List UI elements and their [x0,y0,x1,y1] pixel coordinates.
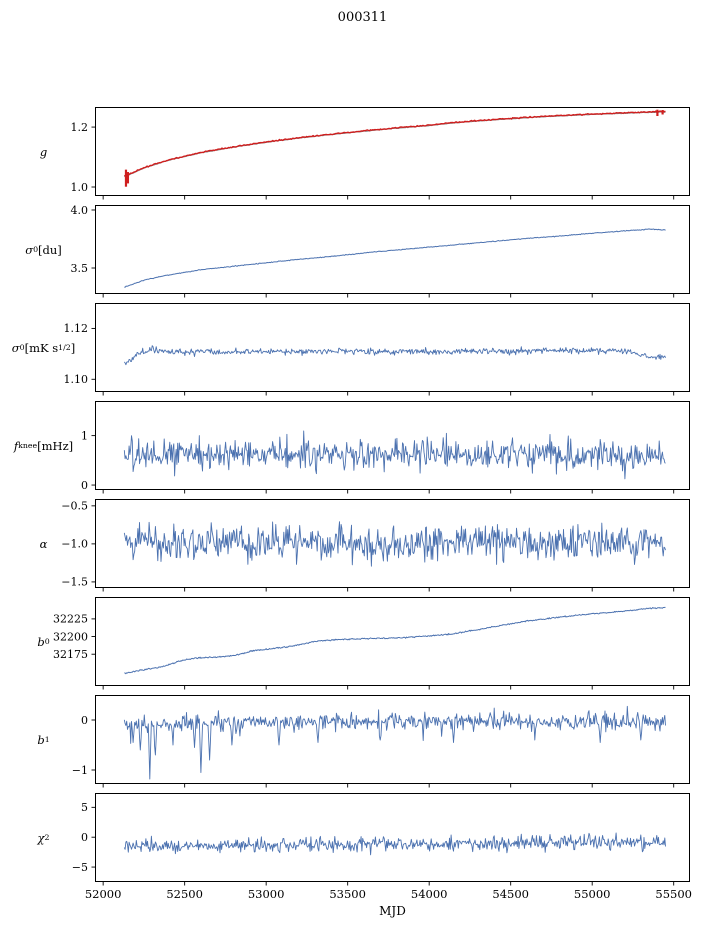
series-group [123,521,666,567]
series-line-fit [124,111,666,178]
series-line-alpha [123,521,666,567]
x-tick-label: 52000 [85,887,122,901]
series-group [124,109,666,187]
x-tick-label: 55000 [574,887,611,901]
panels-container: g 1.0 1.2 σ 0 [du] 3.5 4.0 σ 0 [mK s 1/2] 1.10 1.12… [12,107,692,901]
panel-g: g 1.0 1.2 [40,107,690,200]
plot-sigma0-du: 3.5 4.0 [71,204,690,298]
y-tick-label: 32225 [53,613,88,626]
x-tick-label: 53500 [329,887,366,901]
plot-alpha: −1.5 −1.0 −0.5 [61,499,690,592]
y-tick-label: 32200 [53,630,88,643]
series-line-chi2 [123,832,666,856]
y-axis-label-g: g [39,144,48,159]
y-tick-label: 0 [81,714,88,727]
y-tick-label: −1 [72,764,88,777]
x-tick-label: 54000 [411,887,448,901]
y-tick-label: −5 [72,861,88,874]
series-group [123,832,666,856]
series-line-data [124,110,666,177]
y-tick-label: −0.5 [61,500,88,513]
y-axis-label-alpha: α [39,536,48,551]
panel-b0: b 0 32175 32200 32225 [37,597,690,690]
y-tick-label: −1.0 [61,538,88,551]
axes-spines [95,793,690,882]
series-group [123,705,666,780]
y-tick-label: 0 [81,479,88,492]
plot-b0: 32175 32200 32225 [53,597,690,690]
series-group [123,345,666,366]
x-tick-label: 55500 [655,887,692,901]
panel-fknee: f knee [mHz] 0 1 [14,401,690,494]
series-group [123,430,666,480]
plot-g: 1.0 1.2 [71,107,690,200]
y-axis-label-fknee: f knee [mHz] [13,438,74,453]
axes-spines [95,303,690,392]
y-tick-label: 1.2 [71,121,89,134]
y-tick-label: 1.12 [64,322,89,335]
figure-title: 000311 [337,10,388,25]
y-tick-label: 1 [81,429,88,442]
y-tick-label: 1.10 [64,373,89,386]
axes-spines [95,401,690,490]
axes-spines [95,107,690,196]
y-tick-label: 0 [81,831,88,844]
y-tick-label: 4.0 [71,204,89,217]
panel-chi2: χ 2 −5 0 5 52000 52500 53000 53500 54000 54500 5500… [38,793,692,901]
series-line-b1 [123,705,666,780]
axes-spines [95,597,690,686]
plot-b1: −1 0 [72,695,690,788]
series-line-sigma0_mks [123,345,666,366]
series-line-fknee [123,430,666,480]
x-axis-label: MJD [379,904,406,918]
series-line-sigma0_du [124,228,666,288]
series-line-b0 [124,606,666,675]
plot-fknee: 01 [81,401,690,494]
series-group [124,606,666,675]
y-tick-label: 1.0 [71,181,89,194]
x-tick-label: 53000 [248,887,285,901]
x-tick-label: 54500 [492,887,529,901]
plot-sigma0-mks: 1.10 1.12 [64,303,690,396]
panel-alpha: α −1.5 −1.0 −0.5 [40,499,690,592]
series-group [124,228,666,288]
x-tick-label: 52500 [166,887,203,901]
y-tick-label: 32175 [53,648,88,661]
axes-spines [95,499,690,588]
axes-spines [95,205,690,294]
plot-chi2: −5 0 5 52000 52500 53000 53500 54000 54500 55000 5… [72,793,692,901]
panel-b1: b 1 −1 0 [37,695,690,788]
axes-spines [95,695,690,784]
y-tick-label: 3.5 [71,262,89,275]
y-tick-label: 5 [81,801,88,814]
y-tick-label: −1.5 [61,576,88,589]
